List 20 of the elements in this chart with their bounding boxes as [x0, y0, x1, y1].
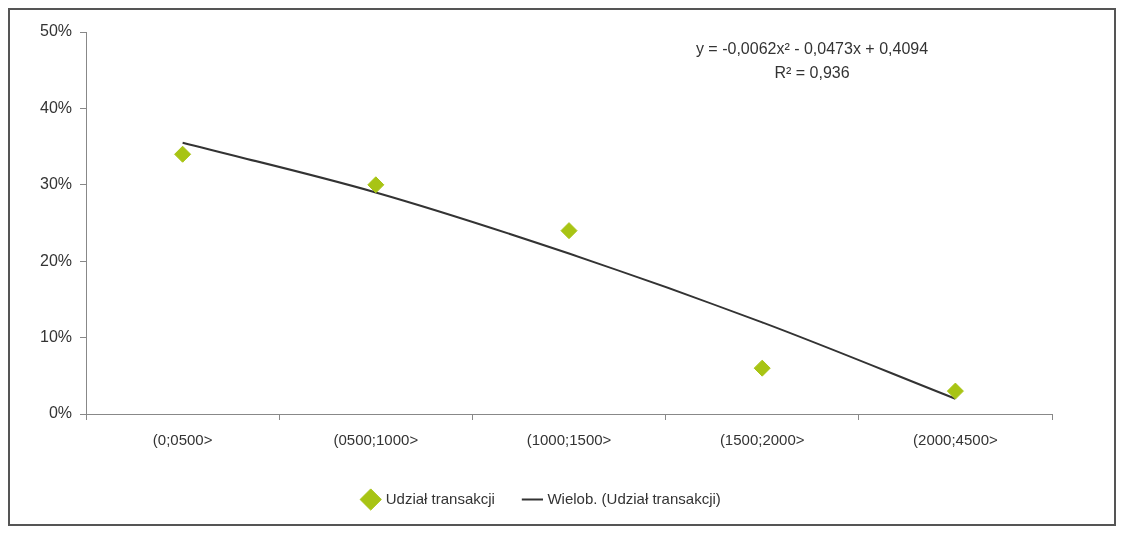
- y-tick-label: 40%: [39, 98, 73, 116]
- point: [367, 176, 385, 194]
- annotation: y = -0,0062x² - 0,0473x + 0,4094: [695, 40, 929, 58]
- x-tick-label: (1000;1500>: [526, 431, 612, 449]
- x-tick-label: (1500;2000>: [719, 431, 805, 449]
- y-tick-label: 20%: [39, 251, 73, 269]
- point: [560, 222, 578, 240]
- point: [946, 382, 964, 400]
- x-tick-label: (0500;1000>: [333, 431, 419, 449]
- point: [753, 359, 771, 377]
- legend-label: Wielob. (Udział transakcji): [547, 489, 721, 507]
- y-tick-label: 10%: [39, 328, 73, 346]
- y-tick-label: 50%: [39, 22, 73, 40]
- legend-label: Udział transakcji: [385, 489, 495, 507]
- y-tick-label: 30%: [39, 175, 73, 193]
- annotation: R² = 0,936: [774, 64, 850, 82]
- point: [174, 145, 192, 163]
- y-tick-label: 0%: [48, 404, 73, 422]
- x-tick-label: (0;0500>: [152, 431, 213, 449]
- x-tick-label: (2000;4500>: [913, 431, 998, 449]
